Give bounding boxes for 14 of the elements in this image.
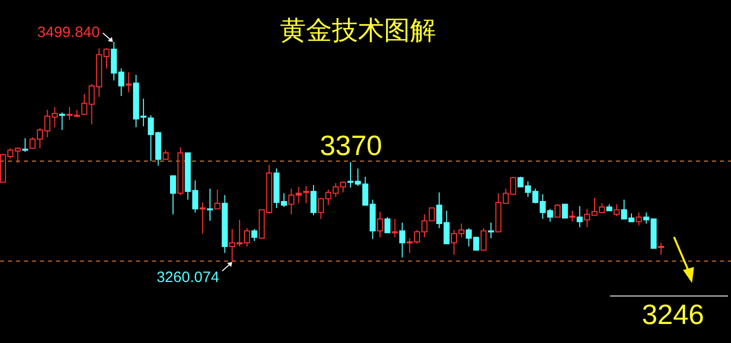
text: 3260.074	[156, 269, 220, 286]
ref-line-label: 3370	[320, 130, 382, 162]
candlestick	[377, 211, 384, 238]
candlestick	[576, 206, 583, 228]
candlestick	[200, 202, 206, 234]
candlestick	[126, 72, 132, 93]
candlestick	[310, 184, 317, 216]
text: 3499.840	[37, 24, 100, 41]
text: 3246	[642, 299, 704, 330]
candlestick	[399, 222, 406, 258]
chart-title: 黄金技术图解	[280, 15, 436, 45]
candlestick	[303, 185, 310, 204]
candlestick	[222, 194, 228, 254]
candlestick	[206, 188, 213, 222]
